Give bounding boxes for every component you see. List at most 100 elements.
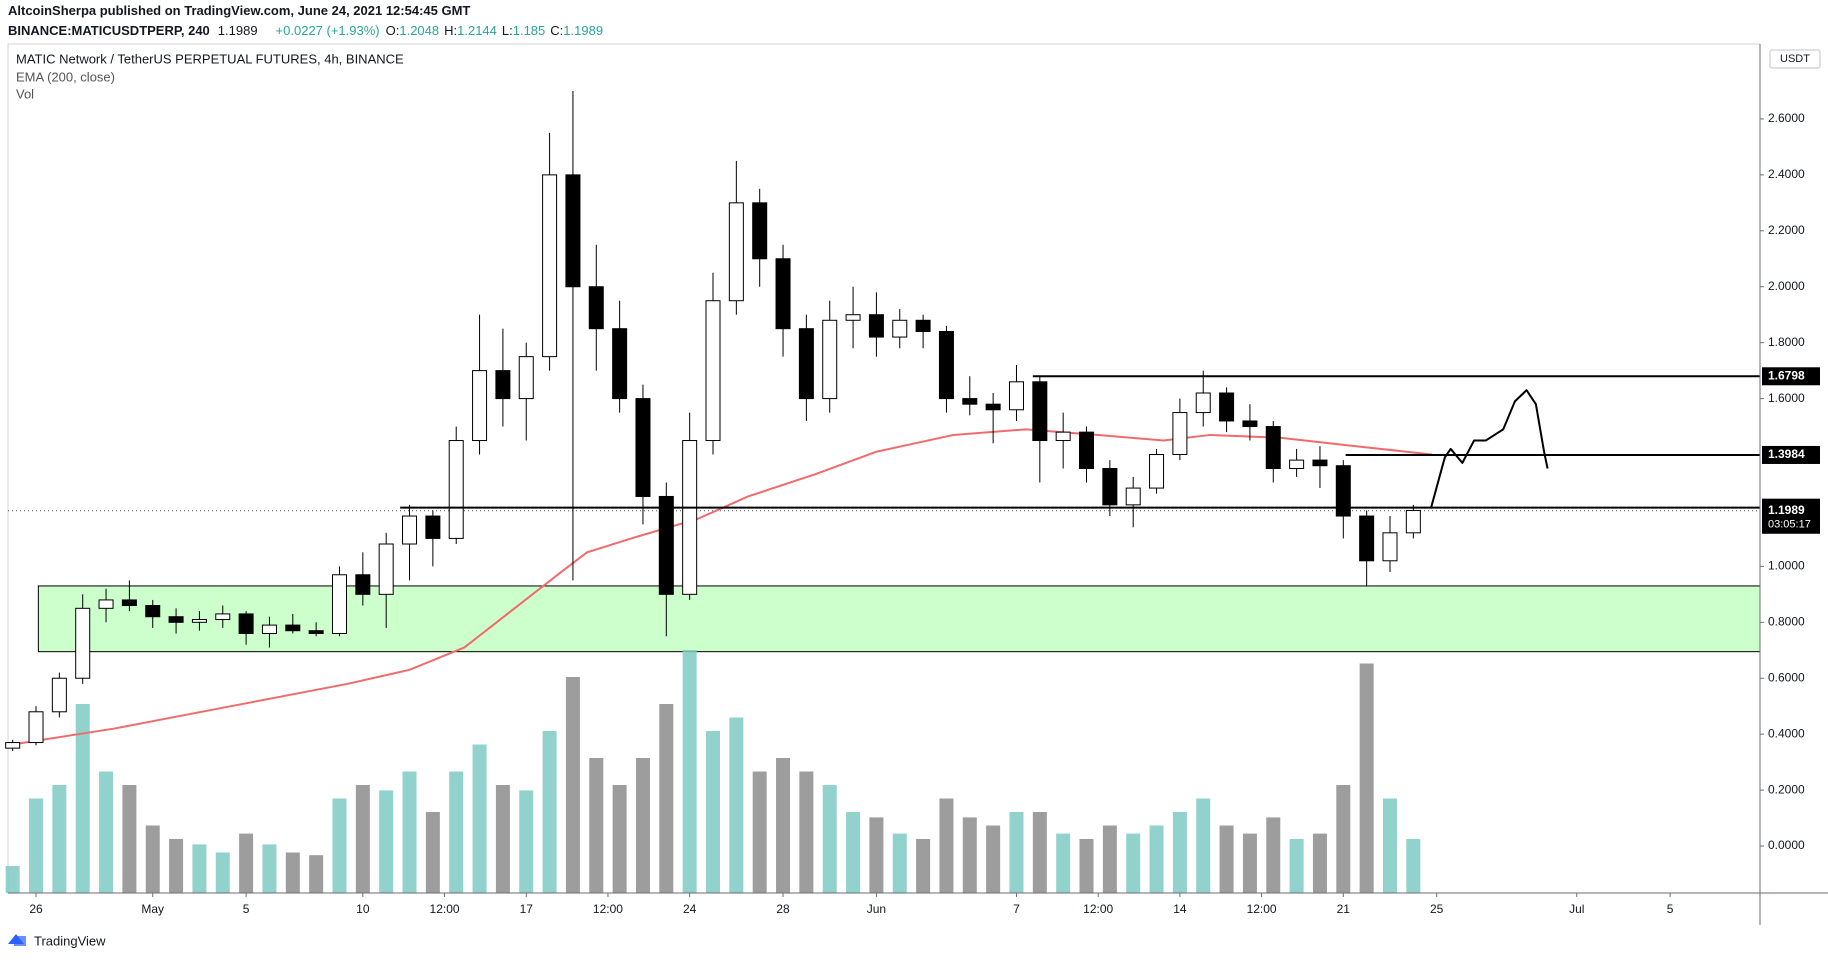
x-tick-label: 24 bbox=[683, 902, 697, 916]
indicator: Vol bbox=[16, 86, 34, 101]
volume-bar bbox=[1079, 839, 1094, 893]
volume-bar bbox=[682, 650, 697, 893]
candle-body bbox=[728, 202, 744, 302]
candle-body bbox=[1125, 487, 1141, 506]
y-tick-label: 0.0000 bbox=[1768, 838, 1805, 852]
candle-body bbox=[588, 286, 604, 330]
volume-bar bbox=[892, 833, 907, 893]
x-tick-label: 12:00 bbox=[1247, 902, 1277, 916]
currency-badge[interactable] bbox=[1769, 49, 1821, 69]
volume-bar bbox=[962, 817, 977, 893]
candle-body bbox=[635, 398, 651, 497]
y-tick-label: 0.4000 bbox=[1768, 726, 1805, 740]
volume-bar bbox=[939, 798, 954, 893]
x-tick-label: 21 bbox=[1337, 902, 1351, 916]
candle-body bbox=[168, 616, 184, 623]
volume-bar bbox=[239, 833, 254, 893]
volume-bar bbox=[589, 758, 604, 893]
candle-body bbox=[1008, 381, 1024, 411]
x-tick-label: 12:00 bbox=[1083, 902, 1113, 916]
candle-body bbox=[705, 300, 721, 442]
candle-body bbox=[1102, 468, 1118, 506]
change: +0.0227 (+1.93%) bbox=[276, 23, 380, 38]
volume-bar bbox=[309, 855, 324, 893]
y-tick-label: 0.6000 bbox=[1768, 670, 1805, 684]
volume-bar bbox=[1219, 825, 1234, 893]
candle-body bbox=[1359, 515, 1375, 562]
candle-body bbox=[822, 319, 838, 400]
candle-body bbox=[658, 495, 674, 595]
candle-body bbox=[612, 328, 628, 400]
projection-drawing bbox=[1429, 389, 1549, 509]
y-tick-label: 1.6000 bbox=[1768, 391, 1805, 405]
logo bbox=[8, 934, 26, 946]
x-tick-label: Jun bbox=[867, 902, 886, 916]
volume-bar bbox=[472, 744, 487, 893]
x-tick-label: May bbox=[141, 902, 164, 916]
candle-body bbox=[1289, 459, 1305, 469]
volume-bar bbox=[612, 785, 627, 893]
volume-bar bbox=[776, 758, 791, 893]
h-label: H: bbox=[444, 23, 457, 38]
x-tick-label: Jul bbox=[1569, 902, 1584, 916]
y-tick-label: 2.0000 bbox=[1768, 279, 1805, 293]
candle-body bbox=[1242, 420, 1258, 428]
volume-bar bbox=[799, 771, 814, 893]
volume-bar bbox=[402, 771, 417, 893]
volume-bar bbox=[822, 785, 837, 893]
candle-body bbox=[238, 613, 254, 634]
candle-body bbox=[518, 356, 534, 400]
volume-bar bbox=[752, 771, 767, 893]
candle-body bbox=[1265, 426, 1281, 469]
c-value: 1.1989 bbox=[563, 23, 603, 38]
publisher-text: AltcoinSherpa published on TradingView.c… bbox=[8, 3, 470, 18]
candle-body bbox=[1149, 454, 1165, 489]
candle-body bbox=[28, 711, 44, 744]
current-label: 1.1989 bbox=[1768, 503, 1805, 517]
volume-bar bbox=[1242, 833, 1257, 893]
x-tick-label: 25 bbox=[1430, 902, 1444, 916]
volume-bar bbox=[5, 866, 20, 893]
volume-bar bbox=[1196, 798, 1211, 893]
l-value: 1.185 bbox=[513, 23, 546, 38]
candle-body bbox=[752, 202, 768, 260]
volume-bar bbox=[1102, 825, 1117, 893]
volume-bar bbox=[52, 785, 67, 893]
volume-bar bbox=[1359, 663, 1374, 893]
volume-bar bbox=[192, 844, 207, 893]
volume-bar bbox=[729, 717, 744, 893]
symbol-line: BINANCE:MATICUSDTPERP, 240 1.1989 +0.0227 … bbox=[8, 23, 603, 38]
candle-body bbox=[892, 319, 908, 338]
volume-bar bbox=[99, 771, 114, 893]
volume-bar bbox=[1289, 839, 1304, 893]
x-tick-label: 7 bbox=[1013, 902, 1020, 916]
candle-body bbox=[5, 742, 21, 749]
candle-body bbox=[985, 403, 1001, 411]
volume-bar bbox=[169, 839, 184, 893]
indicator: EMA (200, close) bbox=[16, 69, 115, 84]
volume-bar bbox=[215, 852, 230, 893]
o-label: O: bbox=[386, 23, 400, 38]
x-tick-label: 14 bbox=[1173, 902, 1187, 916]
candle-body bbox=[331, 574, 347, 634]
candle-body bbox=[1312, 459, 1328, 467]
volume-bar bbox=[1336, 785, 1351, 893]
candle-body bbox=[145, 605, 161, 618]
x-tick-label: 5 bbox=[243, 902, 250, 916]
h-value: 1.2144 bbox=[457, 23, 497, 38]
volume-bar bbox=[705, 731, 721, 893]
candle-body bbox=[285, 624, 301, 632]
candle-body bbox=[1079, 431, 1095, 469]
candle-body bbox=[425, 515, 441, 539]
o-value: 1.2048 bbox=[399, 23, 439, 38]
volume-bar bbox=[1406, 839, 1421, 893]
volume-bar bbox=[1172, 812, 1187, 893]
support-zone bbox=[37, 585, 1761, 653]
volume-bar bbox=[75, 704, 90, 893]
candle-body bbox=[472, 370, 488, 442]
candle-body bbox=[1382, 532, 1398, 562]
candle-body bbox=[121, 599, 137, 607]
candle-body bbox=[402, 515, 418, 545]
volume-bar bbox=[1009, 812, 1024, 893]
